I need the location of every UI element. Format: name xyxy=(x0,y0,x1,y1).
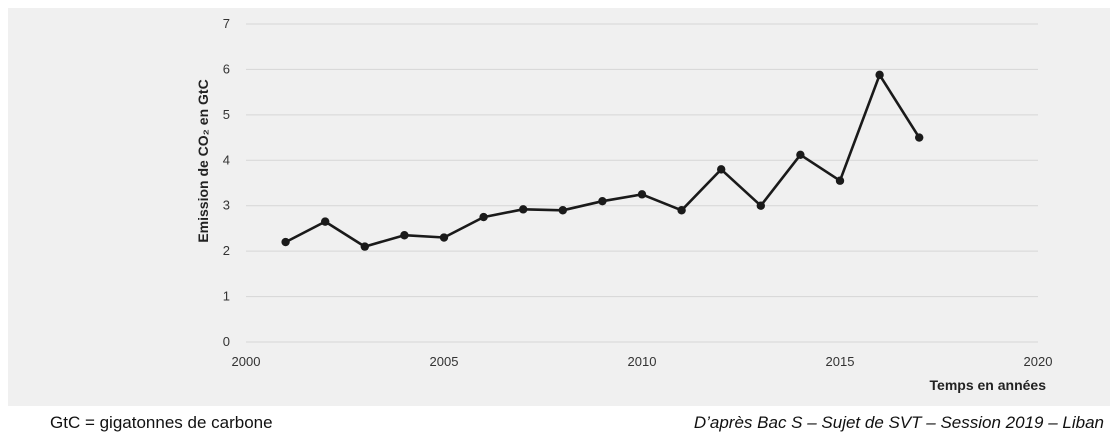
data-point-2011 xyxy=(677,206,686,215)
data-point-2016 xyxy=(875,70,884,80)
x-tick-label-2020: 2020 xyxy=(1024,354,1053,369)
x-tick-label-2005: 2005 xyxy=(430,354,459,369)
data-point-2015 xyxy=(835,176,845,185)
data-point-2006 xyxy=(479,212,488,222)
data-point-2004 xyxy=(400,231,409,240)
data-point-2010 xyxy=(637,190,647,199)
series-points-layer xyxy=(281,70,924,251)
data-point-2017 xyxy=(915,133,924,142)
co2-emission-line-chart: 0 1 2 3 4 5 6 7 2000 2005 2010 2015 2020 Emission d… xyxy=(195,16,1053,393)
y-axis-ticks: 0 1 2 3 4 5 6 7 xyxy=(223,16,230,349)
data-point-2002 xyxy=(321,217,330,226)
y-tick-label-4: 4 xyxy=(223,152,230,167)
y-axis-title: Emission de CO₂ en GtC xyxy=(195,79,211,242)
chart-panel: 0 1 2 3 4 5 6 7 2000 2005 2010 2015 2020 Emission d… xyxy=(8,8,1110,406)
x-tick-label-2000: 2000 xyxy=(232,354,261,369)
data-point-2013 xyxy=(756,201,765,210)
y-tick-label-3: 3 xyxy=(223,198,230,213)
y-tick-label-7: 7 xyxy=(223,16,230,31)
y-tick-label-1: 1 xyxy=(223,289,230,304)
y-tick-label-0: 0 xyxy=(223,334,230,349)
data-point-2014 xyxy=(796,150,805,160)
data-point-2009 xyxy=(598,196,607,206)
y-tick-label-5: 5 xyxy=(223,107,230,122)
gtc-definition-note: GtC = gigatonnes de carbone xyxy=(50,413,273,432)
source-citation: D’après Bac S – Sujet de SVT – Session 2… xyxy=(693,413,1104,432)
data-point-2005 xyxy=(439,233,449,242)
y-tick-label-6: 6 xyxy=(223,61,230,76)
x-tick-label-2010: 2010 xyxy=(628,354,657,369)
data-point-2008 xyxy=(558,206,567,215)
x-axis-ticks: 2000 2005 2010 2015 2020 xyxy=(232,354,1053,369)
data-point-2001 xyxy=(281,237,290,247)
grid-lines xyxy=(246,23,1038,343)
data-point-2007 xyxy=(519,205,528,214)
x-axis-title: Temps en années xyxy=(930,377,1047,393)
x-tick-label-2015: 2015 xyxy=(826,354,855,369)
data-point-2003 xyxy=(360,242,369,251)
data-point-2012 xyxy=(717,165,726,174)
y-tick-label-2: 2 xyxy=(223,243,230,258)
